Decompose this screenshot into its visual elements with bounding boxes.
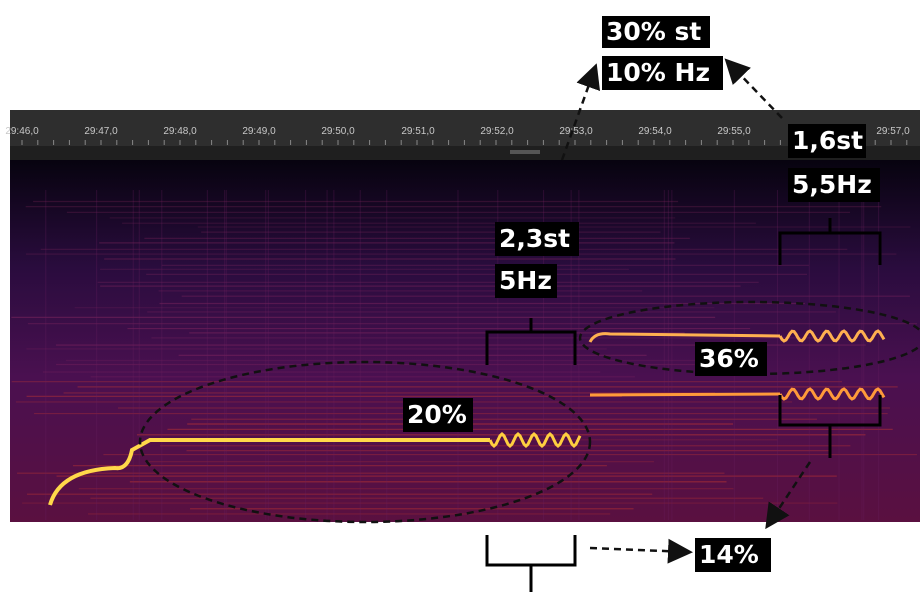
label-box — [403, 398, 473, 432]
timeline-label: 29:55,0 — [717, 126, 751, 137]
annotation: 5Hz — [499, 266, 552, 295]
scroll-grip — [510, 150, 540, 154]
timeline-label: 29:57,0 — [876, 126, 910, 137]
annotation: 5,5Hz — [792, 170, 872, 199]
bracket — [778, 395, 882, 458]
label-box — [602, 56, 723, 90]
annotation: 14% — [699, 540, 759, 569]
vibrato — [778, 329, 886, 343]
spectrogram — [10, 160, 920, 522]
bracket — [485, 535, 577, 592]
label-box — [788, 168, 880, 202]
annotation: 36% — [699, 344, 759, 373]
timeline-label: 29:49,0 — [242, 126, 276, 137]
timeline-label: 29:47,0 — [84, 126, 118, 137]
label-box — [602, 16, 710, 48]
bracket — [485, 318, 577, 365]
label-box — [788, 124, 866, 158]
vibrato — [488, 431, 582, 449]
timeline-label: 29:52,0 — [480, 126, 514, 137]
timeline-label: 29:54,0 — [638, 126, 672, 137]
arrow — [589, 538, 693, 564]
annotation: 20% — [407, 400, 467, 429]
timeline-strip — [10, 146, 920, 160]
arrow — [560, 63, 601, 161]
pitch-line — [588, 332, 781, 343]
label-box — [495, 264, 557, 298]
timeline-label: 29:50,0 — [321, 126, 355, 137]
annotation: 1,6st — [792, 126, 863, 155]
bracket — [778, 218, 882, 265]
arrow — [724, 58, 783, 119]
annotation: 10% Hz — [606, 58, 710, 87]
timeline-label: 29:53,0 — [559, 126, 593, 137]
oval — [138, 360, 592, 524]
timeline-label: 29:51,0 — [401, 126, 435, 137]
harmonics — [11, 190, 917, 520]
label-box — [695, 342, 767, 376]
timeline-ticks: 29:46,0 29:47,0 29:48,0 29:49,0 29:50,0 29:51… — [5, 126, 910, 145]
timeline-ruler — [10, 110, 920, 146]
label-box — [495, 222, 579, 256]
annotation: 30% st — [606, 17, 701, 46]
pitch-line — [48, 438, 490, 506]
pitch-line — [589, 392, 781, 397]
annotation: 2,3st — [499, 224, 570, 253]
timeline-label: 29:48,0 — [163, 126, 197, 137]
label-box — [695, 538, 771, 572]
vibrato — [778, 387, 886, 401]
timeline-label: 29:46,0 — [5, 126, 39, 137]
arrow — [765, 461, 812, 530]
